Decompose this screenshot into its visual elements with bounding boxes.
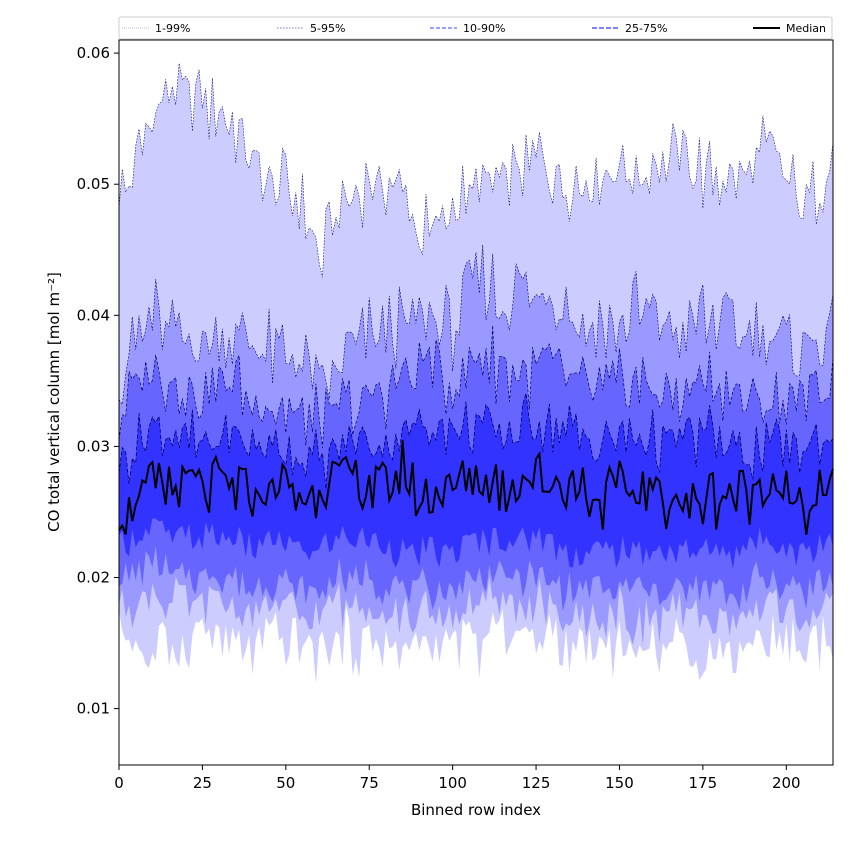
- legend-label: 10-90%: [463, 22, 505, 35]
- y-tick-label: 0.04: [77, 306, 110, 324]
- x-tick-label: 0: [114, 774, 124, 792]
- x-tick-label: 50: [276, 774, 295, 792]
- y-tick-label: 0.06: [77, 44, 110, 62]
- x-axis-title: Binned row index: [411, 801, 541, 819]
- y-tick-label: 0.03: [77, 437, 110, 455]
- line-p75: [118, 393, 834, 489]
- x-tick-label: 75: [360, 774, 379, 792]
- legend-label: 25-75%: [625, 22, 667, 35]
- legend-label: 1-99%: [155, 22, 190, 35]
- legend-box: [118, 16, 833, 40]
- y-tick-label: 0.01: [77, 700, 110, 718]
- y-tick-label: 0.05: [77, 175, 110, 193]
- y-axis-title: CO total vertical column [mol m⁻²]: [45, 272, 63, 532]
- plot-frame: [118, 39, 834, 766]
- x-tick-label: 150: [605, 774, 634, 792]
- line-median: [118, 439, 834, 535]
- percentile-lines: [118, 63, 834, 535]
- legend: 1-99% 5-95% 10-90% 25-75% Median: [118, 16, 833, 40]
- x-tick-label: 175: [689, 774, 718, 792]
- x-tick-label: 200: [772, 774, 801, 792]
- legend-label: Median: [786, 22, 826, 35]
- y-axis-ticks: 0.01 0.02 0.03 0.04 0.05 0.06: [77, 44, 119, 718]
- line-p90: [118, 325, 834, 448]
- x-tick-label: 125: [522, 774, 551, 792]
- y-tick-label: 0.02: [77, 569, 110, 587]
- legend-label: 5-95%: [310, 22, 345, 35]
- x-tick-label: 25: [193, 774, 212, 792]
- line-p95: [118, 244, 834, 406]
- legend-items: 1-99% 5-95% 10-90% 25-75% Median: [122, 22, 826, 35]
- x-axis-ticks: 0 25 50 75 100 125 150 175 200: [114, 765, 801, 792]
- x-tick-label: 100: [438, 774, 467, 792]
